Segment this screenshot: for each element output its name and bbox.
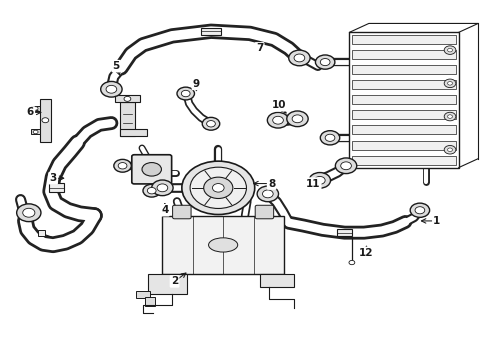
Text: 3: 3 — [49, 173, 57, 183]
Bar — [38, 230, 45, 235]
Circle shape — [320, 59, 330, 66]
Circle shape — [157, 184, 168, 192]
Circle shape — [268, 112, 289, 128]
Bar — [201, 28, 220, 35]
Bar — [49, 183, 64, 192]
Text: 9: 9 — [193, 79, 200, 89]
Circle shape — [181, 90, 190, 97]
Circle shape — [447, 82, 452, 85]
Bar — [337, 229, 352, 236]
Circle shape — [294, 54, 305, 62]
Bar — [352, 95, 456, 104]
Ellipse shape — [209, 238, 238, 252]
Circle shape — [447, 148, 452, 152]
Bar — [352, 66, 456, 75]
Text: 12: 12 — [359, 248, 374, 258]
Circle shape — [335, 158, 357, 174]
Circle shape — [33, 107, 38, 110]
Circle shape — [143, 184, 160, 197]
Circle shape — [17, 204, 41, 222]
Text: 5: 5 — [113, 61, 120, 71]
FancyBboxPatch shape — [132, 155, 172, 184]
Circle shape — [101, 81, 122, 97]
Bar — [115, 95, 140, 102]
Bar — [352, 35, 456, 44]
Bar — [31, 106, 40, 111]
Circle shape — [444, 79, 456, 87]
Circle shape — [114, 159, 131, 172]
Bar — [146, 297, 155, 306]
Circle shape — [289, 50, 310, 66]
Bar — [162, 216, 284, 274]
Circle shape — [444, 112, 456, 121]
Circle shape — [213, 184, 224, 192]
Circle shape — [23, 208, 35, 217]
Circle shape — [177, 87, 195, 100]
Text: 7: 7 — [256, 43, 263, 53]
Circle shape — [287, 111, 308, 127]
FancyBboxPatch shape — [255, 205, 273, 219]
Text: 10: 10 — [272, 100, 286, 110]
Circle shape — [447, 115, 452, 118]
Bar — [148, 274, 187, 294]
Circle shape — [190, 167, 246, 208]
Circle shape — [315, 176, 325, 184]
Circle shape — [292, 115, 303, 123]
Circle shape — [447, 48, 452, 52]
Circle shape — [316, 55, 335, 69]
Circle shape — [106, 85, 117, 93]
Circle shape — [309, 172, 331, 188]
Circle shape — [415, 207, 425, 214]
Text: 1: 1 — [433, 216, 441, 226]
Circle shape — [204, 177, 233, 198]
Ellipse shape — [142, 163, 161, 176]
Circle shape — [410, 203, 430, 217]
Circle shape — [263, 190, 273, 198]
Bar — [349, 32, 459, 167]
Text: 2: 2 — [171, 276, 178, 287]
FancyBboxPatch shape — [172, 205, 191, 219]
Bar — [136, 291, 150, 298]
Text: 6: 6 — [26, 107, 34, 117]
Circle shape — [444, 145, 456, 154]
Text: 8: 8 — [268, 179, 275, 189]
Circle shape — [341, 162, 351, 170]
Bar — [31, 129, 40, 134]
Circle shape — [320, 131, 340, 145]
Bar — [352, 80, 456, 89]
Circle shape — [124, 96, 131, 102]
Circle shape — [182, 161, 255, 215]
Circle shape — [33, 130, 38, 134]
Circle shape — [207, 121, 216, 127]
Bar — [120, 102, 135, 135]
Circle shape — [147, 188, 156, 194]
Text: 4: 4 — [161, 205, 169, 215]
Circle shape — [42, 118, 49, 123]
Bar — [352, 126, 456, 135]
Bar — [120, 129, 147, 135]
Circle shape — [273, 116, 283, 124]
Circle shape — [152, 180, 173, 195]
Text: 11: 11 — [306, 179, 320, 189]
Bar — [40, 99, 50, 141]
Circle shape — [118, 163, 127, 169]
Bar — [352, 50, 456, 59]
Circle shape — [325, 134, 335, 141]
Circle shape — [349, 260, 355, 265]
Circle shape — [257, 186, 278, 202]
Bar — [352, 111, 456, 120]
Bar — [260, 274, 294, 287]
Bar — [352, 140, 456, 149]
Circle shape — [202, 117, 220, 130]
Bar — [352, 156, 456, 165]
Circle shape — [444, 46, 456, 54]
